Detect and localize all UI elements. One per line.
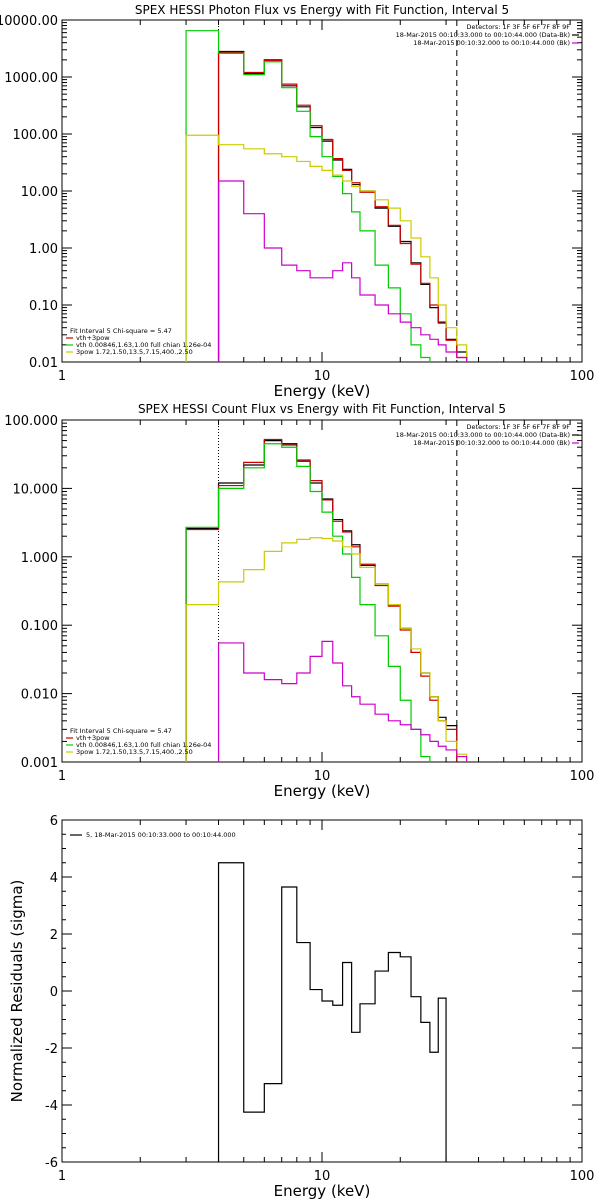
x-tick-label: 10 bbox=[314, 769, 331, 784]
legend-bottom-entry: vth 0.00846,1.63,1.00 full chian 1.26e-0… bbox=[76, 341, 211, 349]
y-tick-label: 6 bbox=[50, 814, 58, 829]
y-tick-label: 1000.00 bbox=[4, 71, 58, 86]
x-axis-label: Energy (keV) bbox=[274, 782, 371, 800]
series-vth bbox=[185, 30, 431, 362]
plot-frame bbox=[61, 419, 583, 763]
y-tick-label: 100.000 bbox=[4, 414, 58, 429]
legend-top-entry: Detectors: 1F 3F 5F 6F 7F 8F 9F bbox=[467, 23, 571, 31]
x-tick-label: 100 bbox=[570, 1169, 595, 1184]
x-tick-label: 1 bbox=[58, 369, 66, 384]
legend-bottom-entry: Fit Interval 5 Chi-square = 5.47 bbox=[70, 327, 172, 335]
x-tick-label: 10 bbox=[314, 369, 331, 384]
series-bk bbox=[217, 640, 468, 762]
y-tick-label: 10000.00 bbox=[0, 14, 58, 29]
legend-bottom-entry: 3pow 1.72,1.50,13.5,7.15,400.,2.50 bbox=[76, 348, 193, 356]
x-axis-label: Energy (keV) bbox=[274, 1182, 371, 1200]
legend-bottom-entry: vth 0.00846,1.63,1.00 full chian 1.26e-0… bbox=[76, 741, 211, 749]
legend-bottom-entry: vth+3pow bbox=[76, 734, 110, 742]
legend-top-entry: 18-Mar-2015 00:10:33.000 to 00:10:44.000… bbox=[396, 31, 570, 39]
x-tick-label: 100 bbox=[570, 769, 595, 784]
y-tick-label: 0 bbox=[50, 985, 58, 1000]
y-tick-label: 4 bbox=[50, 871, 58, 886]
y-tick-label: 2 bbox=[50, 928, 58, 943]
panel-2: SPEX HESSI Count Flux vs Energy with Fit… bbox=[4, 402, 594, 800]
legend-top-entry: Detectors: 1F 3F 5F 6F 7F 8F 9F bbox=[467, 423, 571, 431]
y-tick-label: 10.00 bbox=[21, 185, 58, 200]
panel-3: 1 10 100 -6 -4 -2 0 2 4 6 Energy (keV) Normalized R… bbox=[8, 814, 594, 1200]
series-3pow bbox=[185, 134, 468, 362]
residual-legend-entry: 5, 18-Mar-2015 00:10:33.000 to 00:10:44.… bbox=[86, 831, 236, 839]
y-tick-label: 0.010 bbox=[21, 688, 58, 703]
y-tick-label: 0.01 bbox=[29, 356, 58, 371]
x-tick-label: 10 bbox=[314, 1169, 331, 1184]
series-3pow bbox=[185, 537, 468, 762]
y-tick-label: 1.00 bbox=[29, 242, 58, 257]
chart-title: SPEX HESSI Photon Flux vs Energy with Fi… bbox=[135, 3, 509, 17]
y-tick-label: 100.00 bbox=[13, 128, 59, 143]
series-vth-3pow bbox=[185, 438, 458, 762]
y-tick-label: 0.10 bbox=[29, 299, 58, 314]
y-axis-label: Normalized Residuals (sigma) bbox=[8, 880, 26, 1103]
legend-top-entry: 18-Mar-2015 00:10:32.000 to 00:10:44.000… bbox=[413, 439, 570, 447]
y-tick-label: 1.000 bbox=[21, 551, 58, 566]
y-tick-label: -6 bbox=[45, 1156, 58, 1171]
y-tick-label: 0.001 bbox=[21, 756, 58, 771]
y-tick-label: -2 bbox=[45, 1042, 58, 1057]
y-tick-label: 0.100 bbox=[21, 619, 58, 634]
series-vth-3pow bbox=[217, 51, 468, 362]
legend-bottom-entry: Fit Interval 5 Chi-square = 5.47 bbox=[70, 727, 172, 735]
x-tick-label: 1 bbox=[58, 769, 66, 784]
x-tick-label: 1 bbox=[58, 1169, 66, 1184]
legend-top-entry: 18-Mar-2015 00:10:32.000 to 00:10:44.000… bbox=[413, 39, 570, 47]
y-tick-label: -4 bbox=[45, 1099, 58, 1114]
series-data-bk bbox=[217, 50, 468, 362]
legend-bottom-entry: 3pow 1.72,1.50,13.5,7.15,400.,2.50 bbox=[76, 748, 193, 756]
panel-1: SPEX HESSI Photon Flux vs Energy with Fi… bbox=[0, 3, 594, 400]
series-bk bbox=[217, 180, 468, 362]
chart-title: SPEX HESSI Count Flux vs Energy with Fit… bbox=[138, 402, 506, 416]
legend-top-entry: 18-Mar-2015 00:10:33.000 to 00:10:44.000… bbox=[396, 431, 570, 439]
y-tick-label: 10.000 bbox=[13, 482, 59, 497]
x-axis-label: Energy (keV) bbox=[274, 382, 371, 400]
legend-bottom-entry: vth+3pow bbox=[76, 334, 110, 342]
series-residuals bbox=[217, 862, 447, 1162]
plot-frame bbox=[61, 19, 583, 363]
x-tick-label: 100 bbox=[570, 369, 595, 384]
series-vth bbox=[185, 443, 431, 762]
